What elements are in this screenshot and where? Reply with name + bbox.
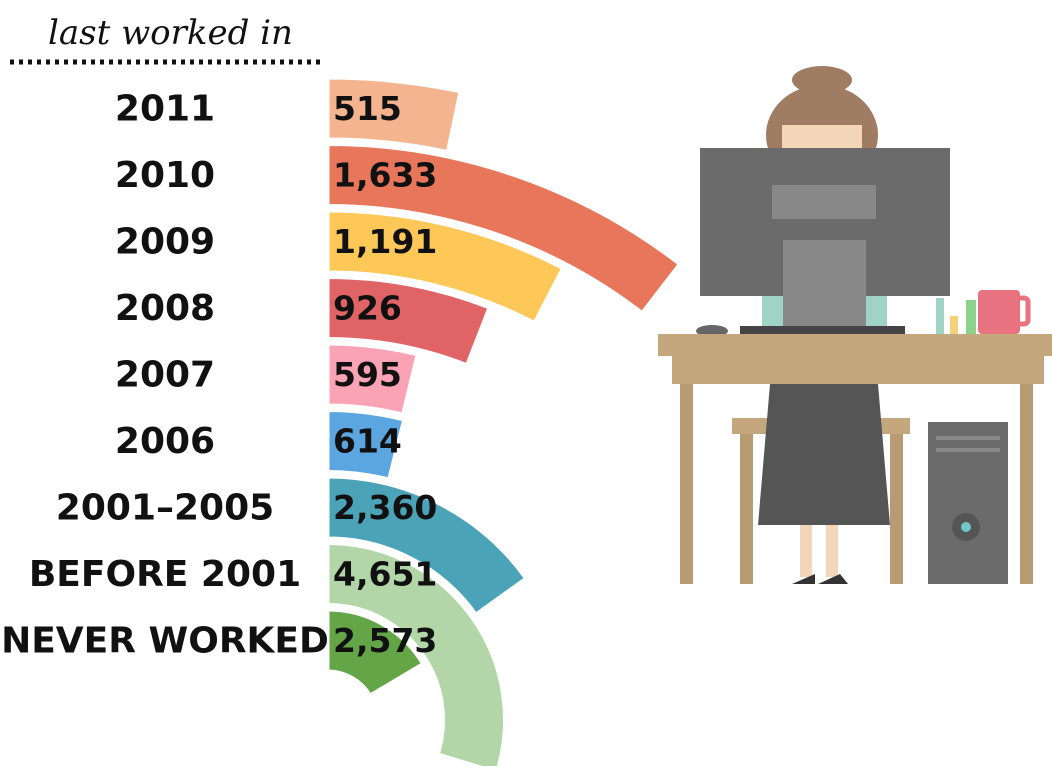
- category-label: 2010: [115, 155, 215, 196]
- labels: 2011 515 2010 1,633 2009 1,191 2008 926 2007 595 2…: [1, 89, 437, 662]
- chart-title: last worked in: [48, 13, 293, 53]
- category-label: 2001–2005: [56, 488, 274, 529]
- category-label: 2008: [115, 288, 215, 329]
- chart: last worked in 2011 515 2010 1,633 2009 1,191…: [0, 0, 1052, 766]
- value-label: 4,651: [333, 555, 437, 594]
- value-label: 595: [333, 355, 402, 394]
- category-label: NEVER WORKED: [1, 621, 329, 662]
- value-label: 926: [333, 289, 402, 328]
- category-label: 2009: [115, 222, 215, 263]
- category-label: 2006: [115, 421, 215, 462]
- value-label: 515: [333, 89, 402, 128]
- value-label: 2,573: [333, 621, 437, 660]
- value-label: 614: [333, 422, 402, 461]
- value-label: 2,360: [333, 488, 437, 527]
- category-label: BEFORE 2001: [29, 554, 301, 595]
- illustration: [658, 66, 1052, 584]
- value-label: 1,191: [333, 222, 437, 261]
- category-label: 2011: [115, 89, 215, 130]
- value-label: 1,633: [333, 156, 437, 195]
- category-label: 2007: [115, 355, 215, 396]
